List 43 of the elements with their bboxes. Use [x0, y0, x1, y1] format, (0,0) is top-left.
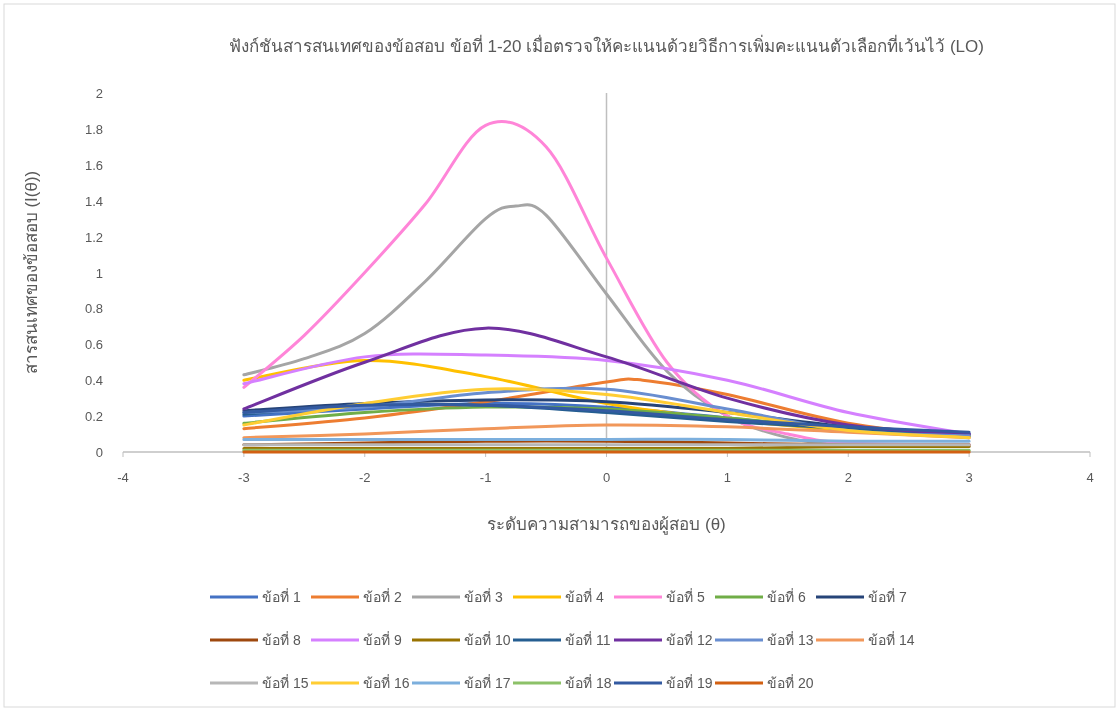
x-tick-label: 2	[844, 470, 852, 485]
legend-label: ข้อที่ 5	[666, 588, 705, 605]
legend-label: ข้อที่ 1	[262, 588, 301, 605]
legend-label: ข้อที่ 16	[363, 674, 410, 691]
x-tick-label: 3	[965, 470, 973, 485]
legend-label: ข้อที่ 8	[262, 631, 301, 648]
x-tick-label: -4	[117, 470, 129, 485]
y-tick-label: 0.6	[84, 337, 103, 353]
y-tick-label: 0.8	[84, 301, 103, 317]
y-tick-label: 0.4	[84, 373, 103, 389]
y-tick-label: 2	[95, 86, 103, 101]
legend-label: ข้อที่ 3	[464, 588, 503, 605]
legend-label: ข้อที่ 7	[868, 588, 907, 605]
x-axis-title: ระดับความสามารถของผู้สอบ (θ)	[487, 515, 726, 535]
x-tick-label: 0	[602, 470, 611, 485]
legend-label: ข้อที่ 9	[363, 631, 402, 648]
x-tick-label: 4	[1086, 470, 1094, 485]
x-tick-label: -3	[238, 470, 250, 485]
y-tick-label: 1	[95, 265, 103, 281]
legend-label: ข้อที่ 19	[666, 674, 713, 691]
x-tick-label: -2	[358, 470, 371, 485]
legend-label: ข้อที่ 17	[464, 674, 511, 691]
legend-label: ข้อที่ 6	[767, 588, 806, 605]
legend-label: ข้อที่ 14	[868, 631, 915, 648]
legend-label: ข้อที่ 13	[767, 631, 814, 648]
y-axis-title: สารสนเทศของข้อสอบ (I(θ))	[22, 170, 41, 375]
legend-label: ข้อที่ 20	[767, 674, 814, 691]
legend-label: ข้อที่ 18	[565, 674, 612, 691]
x-tick-label: 1	[723, 470, 731, 485]
legend-label: ข้อที่ 2	[363, 588, 402, 605]
y-tick-label: 0	[95, 445, 103, 460]
legend-label: ข้อที่ 12	[666, 631, 713, 648]
legend-label: ข้อที่ 15	[262, 674, 309, 691]
y-tick-label: 1.8	[84, 121, 103, 137]
legend-label: ข้อที่ 11	[565, 631, 611, 648]
x-tick-label: -1	[479, 470, 492, 485]
y-tick-label: 1.4	[84, 193, 103, 209]
y-tick-label: 1.2	[84, 229, 103, 245]
chart-title: ฟังก์ชันสารสนเทศของข้อสอบ ข้อที่ 1-20 เมื่อตรวจให้คะแนนด้วยวิธีการเพิ่มคะแนนตัวเลือกที่เว้นไว้ (LO)	[229, 34, 984, 56]
legend-label: ข้อที่ 4	[565, 588, 604, 605]
y-tick-label: 1.6	[84, 157, 103, 173]
y-tick-label: 0.2	[84, 409, 103, 425]
legend-label: ข้อที่ 10	[464, 631, 511, 648]
